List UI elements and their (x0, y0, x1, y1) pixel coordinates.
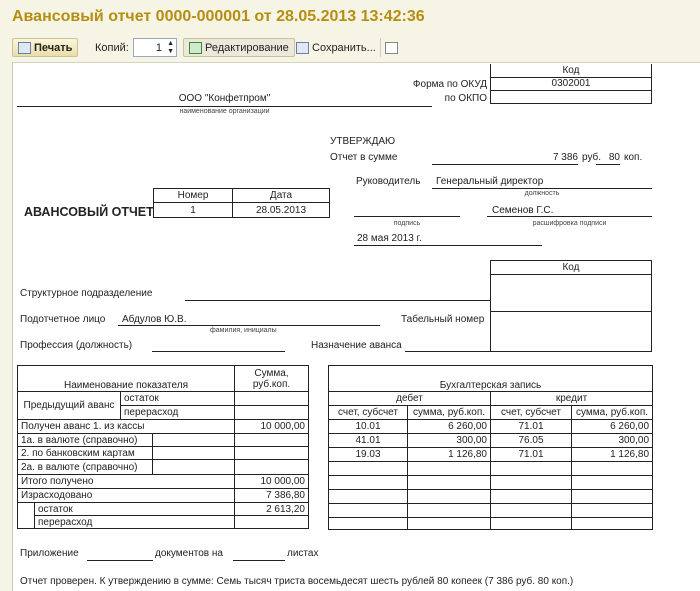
total-sum: 10 000,00 (234, 474, 309, 489)
kop-label: коп. (624, 152, 643, 163)
credit-sum: 300,00 (570, 433, 654, 448)
head-label: Руководитель (356, 176, 421, 187)
debit-sum: 6 260,00 (407, 419, 491, 434)
stepper-arrows-icon[interactable]: ▲ ▼ (167, 40, 174, 55)
print-button[interactable]: Печать (12, 38, 79, 57)
number-header: Номер (153, 188, 233, 203)
docs-on-label: документов на (155, 548, 223, 559)
page-preview-icon (385, 41, 398, 54)
person-label: Подотчетное лицо (20, 314, 106, 325)
advance-table: Наименование показателя Сумма, руб.коп. П… (17, 365, 309, 529)
header-name: Наименование показателя (17, 365, 235, 392)
table-row: 41.01 300,00 76.05 300,00 (328, 433, 654, 448)
row-2: 2. по банковским картам (17, 446, 153, 460)
copies-label: Копий: (95, 41, 129, 54)
debit-sum: 300,00 (407, 433, 491, 448)
printer-icon (18, 41, 31, 54)
tab-number-label: Табельный номер (401, 314, 485, 325)
floppy-icon (296, 41, 309, 54)
profession-label: Профессия (должность) (20, 340, 133, 351)
credit-header: кредит (489, 391, 654, 406)
received-label: Получен аванс 1. из кассы (17, 419, 235, 434)
credit-account: 71.01 (490, 447, 572, 462)
code-table-2: Код (490, 260, 652, 352)
table-row: 10.01 6 260,00 71.01 6 260,00 (328, 419, 654, 434)
table-row: 19.03 1 126,80 71.01 1 126,80 (328, 447, 654, 462)
prev-pererashod: перерасход (120, 405, 235, 420)
sheets-label: листах (287, 548, 319, 559)
code2-header: Код (490, 260, 652, 275)
debit-account: 19.03 (328, 447, 408, 462)
code-table: Код 0302001 (490, 64, 652, 104)
number-date-table: Номер Дата 1 28.05.2013 (153, 188, 330, 218)
code-header: Код (490, 64, 652, 78)
okud-label: Форма по ОКУД (412, 79, 487, 90)
row-1a: 1а. в валюте (справочно) (17, 433, 153, 447)
doc-title: АВАНСОВЫЙ ОТЧЕТ (24, 205, 154, 219)
debit-sum: 1 126,80 (407, 447, 491, 462)
copies-stepper[interactable]: 1 ▲ ▼ (133, 38, 177, 57)
approve-label: УТВЕРЖДАЮ (330, 136, 396, 147)
okud-value: 0302001 (490, 76, 652, 91)
print-label: Печать (34, 41, 73, 54)
save-label: Сохранить... (312, 41, 376, 54)
accounting-table: Бухгалтерская запись дебет кредит счет, с… (327, 365, 654, 530)
position-caption: должность (524, 190, 560, 197)
sum-rub: 7 386 (552, 152, 578, 163)
col-debit-sum: сумма, руб.коп. (407, 405, 491, 420)
spent-sum: 7 386,80 (234, 488, 309, 503)
decode-caption: расшифровка подписи (532, 220, 607, 227)
signature-caption: подпись (393, 220, 421, 227)
head-name: Семенов Г.С. (492, 205, 554, 216)
approve-date: 28 мая 2013 г. (357, 233, 422, 244)
checked-text: Отчет проверен. К утверждению в сумме: С… (20, 576, 574, 587)
debit-header: дебет (328, 391, 491, 406)
copies-value: 1 (155, 41, 162, 54)
dept-label: Структурное подразделение (20, 288, 153, 299)
accounting-header: Бухгалтерская запись (327, 365, 654, 392)
total-label: Итого получено (17, 474, 235, 489)
credit-account: 71.01 (490, 419, 572, 434)
credit-account: 76.05 (490, 433, 572, 448)
header-sum: Сумма, руб.коп. (234, 365, 309, 392)
purpose-label: Назначение аванса (311, 340, 402, 351)
person-caption: фамилия, инициалы (210, 327, 277, 334)
head-position: Генеральный директор (436, 176, 544, 187)
ostatok-sum: 2 613,20 (234, 502, 309, 516)
prev-ostatok: остаток (120, 391, 235, 406)
edit-table-icon (189, 41, 202, 54)
org-caption: наименование организации (179, 108, 270, 115)
col-debit-account: счет, субсчет (328, 405, 408, 420)
credit-sum: 1 126,80 (570, 447, 654, 462)
doc-date: 28.05.2013 (232, 202, 330, 218)
received-sum: 10 000,00 (234, 419, 309, 434)
sum-label: Отчет в сумме (330, 152, 398, 163)
window-title: Авансовый отчет 0000-000001 от 28.05.201… (12, 8, 425, 25)
edit-button[interactable]: Редактирование (183, 38, 295, 57)
edit-label: Редактирование (205, 41, 289, 54)
spent-label: Израсходовано (17, 488, 235, 503)
ostatok-label: остаток (34, 502, 235, 516)
rub-label: руб. (582, 152, 602, 163)
sum-kop: 80 (608, 152, 620, 163)
row-2a: 2а. в валюте (справочно) (17, 459, 153, 475)
col-credit-sum: сумма, руб.коп. (570, 405, 654, 420)
date-header: Дата (232, 188, 330, 203)
prev-advance: Предыдущий аванс (17, 391, 121, 420)
person-name: Абдулов Ю.В. (122, 314, 187, 325)
pererashod-label: перерасход (34, 515, 235, 529)
credit-sum: 6 260,00 (570, 419, 654, 434)
debit-account: 10.01 (328, 419, 408, 434)
debit-account: 41.01 (328, 433, 408, 448)
col-credit-account: счет, субсчет (490, 405, 572, 420)
okpo-label: по ОКПО (444, 93, 487, 104)
save-button[interactable]: Сохранить... (293, 38, 379, 57)
doc-number: 1 (153, 202, 233, 218)
attach-label: Приложение (20, 548, 79, 559)
org-name: ООО "Конфетпром" (178, 93, 271, 104)
preview-button[interactable] (380, 38, 398, 57)
